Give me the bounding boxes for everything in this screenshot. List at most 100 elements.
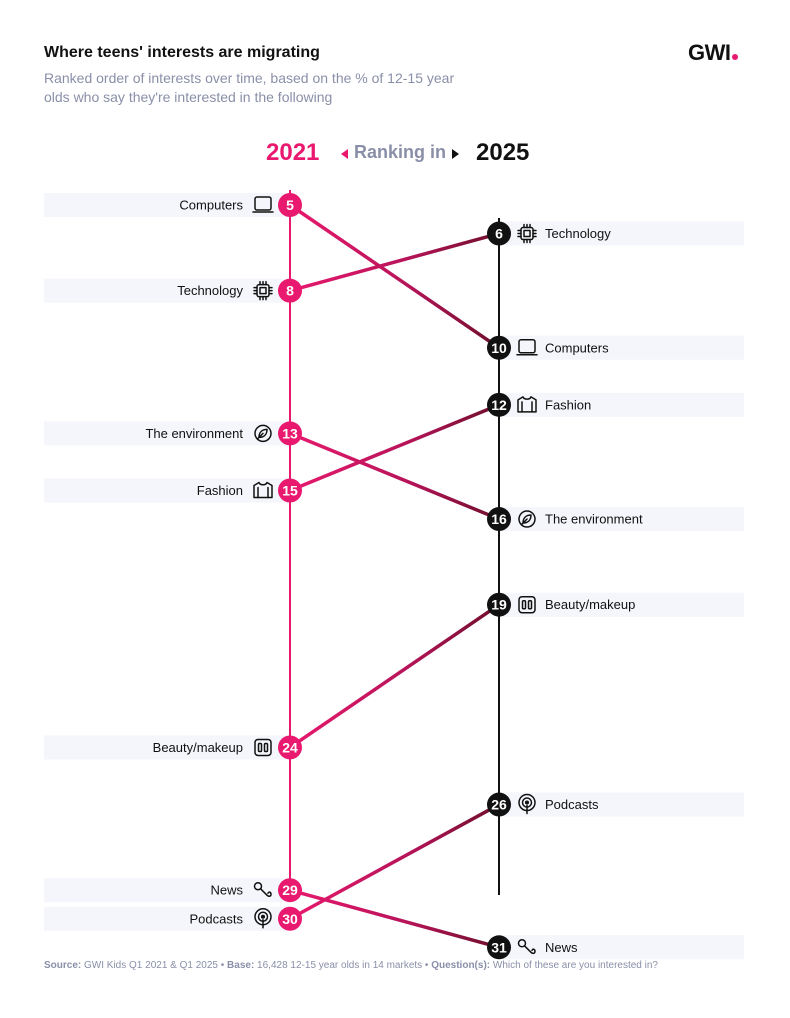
right-shirt-icon-fashion [517, 396, 537, 413]
label-2021-the-environment: The environment [145, 426, 243, 441]
label-2025-beauty-makeup: Beauty/makeup [545, 597, 635, 612]
makeup-box [254, 738, 272, 757]
band-2025-news [499, 935, 744, 960]
chip-core [523, 229, 531, 238]
marker-2021-computers [278, 193, 302, 217]
laptop-screen [518, 339, 536, 354]
band-2021-technology [44, 278, 290, 303]
label-2025-podcasts: Podcasts [545, 797, 599, 812]
rank-2021-fashion: 15 [282, 483, 298, 499]
band-2021-fashion [44, 478, 290, 503]
label-2021-podcasts: Podcasts [190, 911, 244, 926]
marker-2025-fashion [487, 392, 511, 417]
mic-head [253, 881, 263, 891]
slope-line-the-environment [289, 431, 500, 521]
marker-2025-news [487, 935, 511, 960]
marker-2021-the-environment [278, 421, 302, 446]
makeup-item-b [263, 742, 269, 753]
marker-2025-beauty-makeup [487, 592, 511, 617]
ranking-in-text: Ranking in [354, 142, 447, 162]
band-2021-news [44, 878, 290, 903]
label-2021-computers: Computers [179, 198, 243, 213]
arrow-right-icon [452, 149, 459, 159]
left-makeup-icon-beauty-makeup [254, 738, 272, 757]
right-chip-icon-technology [517, 223, 537, 244]
footer-source-label: Source: [44, 960, 82, 971]
leaf-circle [254, 424, 272, 443]
label-2025-news: News [545, 940, 578, 955]
leaf-circle [518, 510, 536, 528]
chart-title: Where teens' interests are migrating [44, 44, 320, 61]
label-2025-fashion: Fashion [545, 397, 591, 412]
marker-2025-technology [487, 221, 511, 246]
makeup-item-b [527, 599, 533, 610]
rank-2025-news: 31 [491, 939, 507, 955]
label-2025-technology: Technology [545, 226, 611, 241]
slope-line-news [289, 888, 500, 949]
left-laptop-icon-computers [252, 196, 274, 213]
marker-2021-fashion [278, 478, 302, 503]
arrow-left-icon [341, 149, 348, 159]
marker-2021-beauty-makeup [278, 735, 302, 760]
marker-2025-computers [487, 335, 511, 360]
chart-subtitle: Ranked order of interests over time, bas… [44, 70, 455, 105]
leaf-shape [521, 514, 532, 525]
right-leaf-icon-the-environment [518, 510, 536, 528]
year-2025-label: 2025 [476, 139, 530, 166]
slope-line-podcasts [289, 803, 500, 921]
right-makeup-icon-beauty-makeup [518, 595, 536, 614]
podcast-dot [524, 800, 530, 805]
makeup-item-a [521, 599, 527, 610]
slope-line-beauty-makeup [289, 603, 500, 749]
slope-line-technology [289, 231, 500, 293]
rank-2021-news: 29 [282, 882, 298, 898]
band-2025-computers [499, 335, 744, 360]
chip-pins [253, 280, 273, 301]
makeup-box [518, 595, 536, 614]
marker-2025-podcasts [487, 792, 511, 817]
leaf-shape [257, 428, 268, 440]
rank-2025-the-environment: 16 [491, 511, 507, 527]
ranking-in-label: Ranking in [342, 142, 446, 163]
footer-question-text: Which of these are you interested in? [490, 960, 658, 971]
rank-2021-computers: 5 [286, 197, 294, 213]
mic-cable [524, 945, 536, 955]
rank-2021-the-environment: 13 [282, 425, 298, 441]
footer-source: Source: GWI Kids Q1 2021 & Q1 2025 • Bas… [44, 960, 658, 971]
left-shirt-icon-fashion [253, 481, 273, 499]
band-2025-podcasts [499, 792, 744, 817]
podcast-dot [260, 914, 266, 919]
label-2025-computers: Computers [545, 340, 609, 355]
gwi-logo: GWI [688, 40, 738, 66]
shirt-sleeves [257, 486, 269, 499]
slope-line-fashion [289, 403, 500, 493]
laptop-screen [254, 196, 272, 211]
band-2025-fashion [499, 392, 744, 417]
right-podcast-icon-podcasts [518, 793, 536, 815]
label-2021-fashion: Fashion [197, 483, 243, 498]
rank-2025-technology: 6 [495, 226, 503, 242]
band-2025-the-environment [499, 507, 744, 532]
rank-2025-fashion: 12 [491, 397, 507, 413]
mic-cable [260, 888, 272, 898]
rank-2021-beauty-makeup: 24 [282, 739, 298, 755]
rank-2021-podcasts: 30 [282, 911, 298, 927]
band-2021-beauty-makeup [44, 735, 290, 760]
right-microphone-icon-news [517, 939, 536, 955]
left-chip-icon-technology [253, 280, 273, 301]
rank-2021-technology: 8 [286, 283, 294, 299]
label-2021-beauty-makeup: Beauty/makeup [153, 740, 243, 755]
band-2021-podcasts [44, 906, 290, 931]
left-leaf-icon-the-environment [254, 424, 272, 443]
makeup-item-a [257, 742, 263, 753]
rank-2025-computers: 10 [491, 340, 507, 356]
shirt-body [517, 396, 537, 413]
rank-2025-podcasts: 26 [491, 797, 507, 813]
left-microphone-icon-news [253, 881, 272, 898]
left-podcast-icon-podcasts [254, 908, 272, 929]
label-2021-technology: Technology [177, 283, 243, 298]
logo-text: GWI [688, 40, 731, 65]
chip-core [259, 286, 267, 295]
footer-source-text: GWI Kids Q1 2021 & Q1 2025 • [81, 960, 228, 971]
